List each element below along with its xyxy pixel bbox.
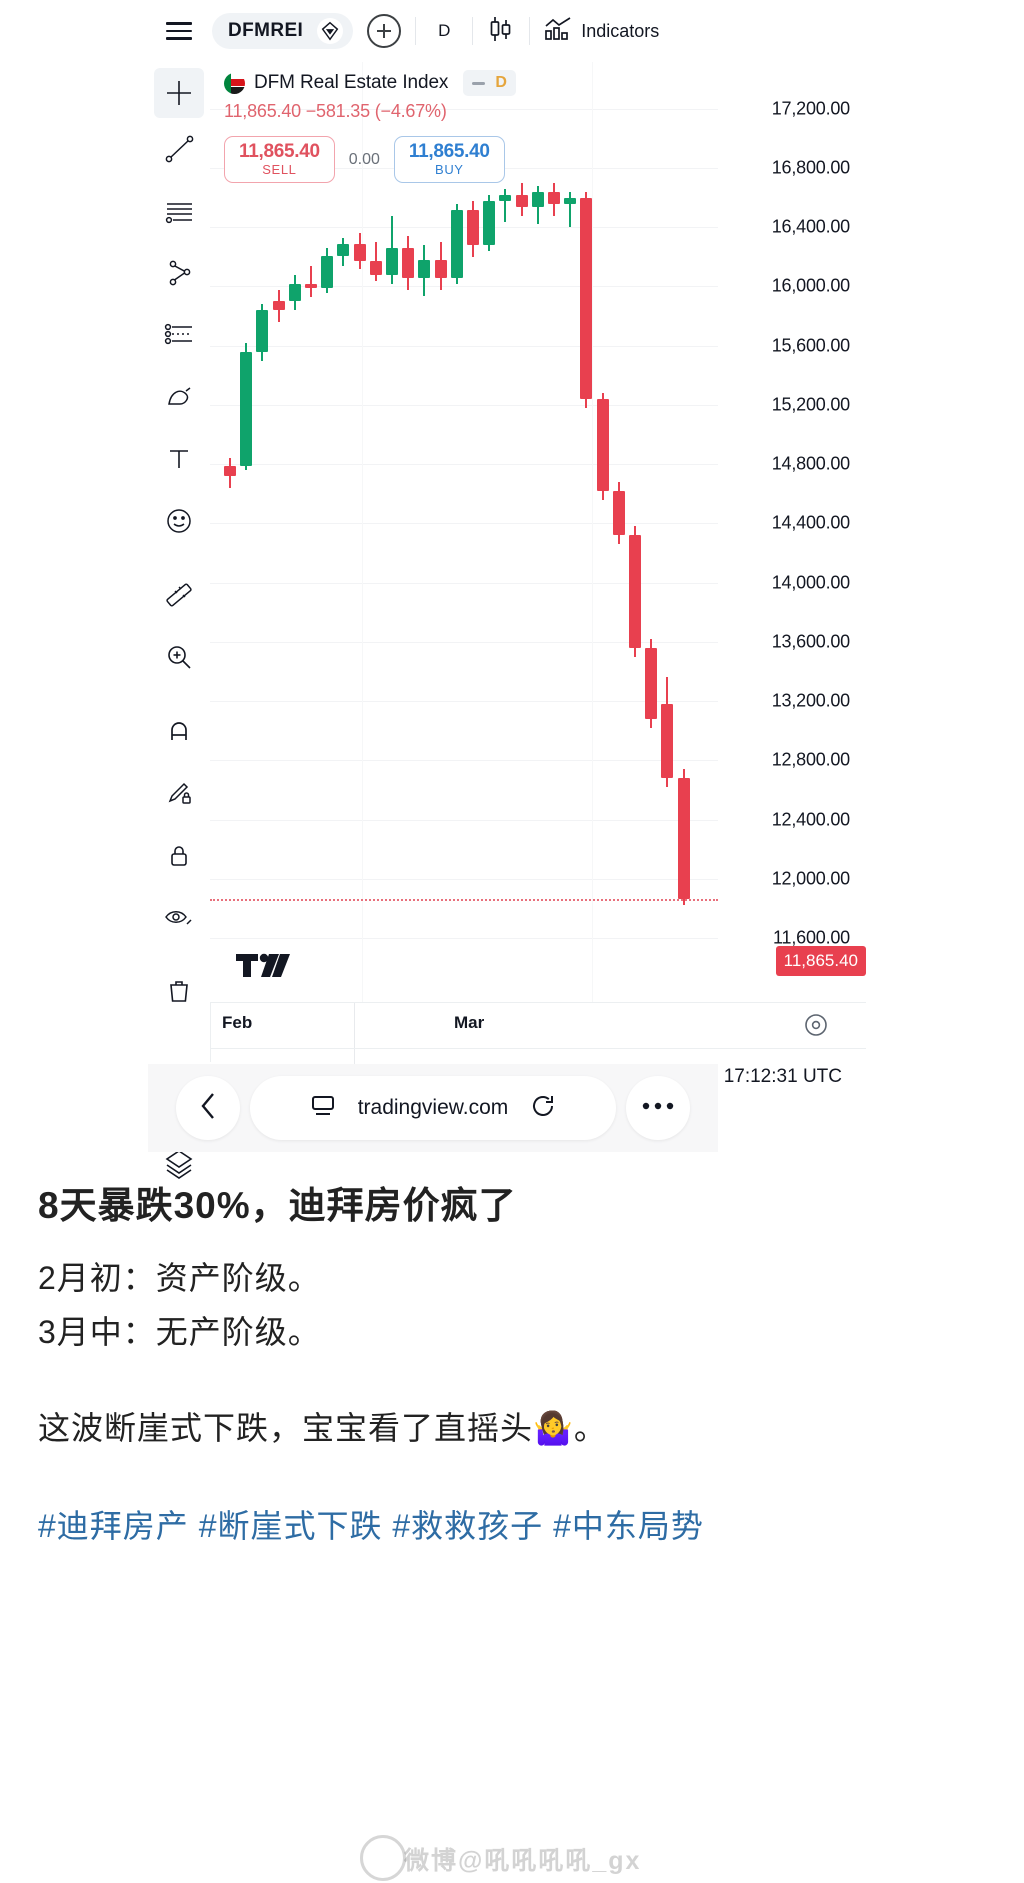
sell-button[interactable]: 11,865.40 SELL [224, 136, 335, 183]
last-price-line [210, 898, 718, 901]
caption-title: 8天暴跌30%，迪拜房价疯了 [38, 1185, 517, 1226]
toolbar-divider-3 [529, 17, 531, 45]
chart-type-button[interactable] [473, 0, 529, 62]
spread-value: 0.00 [348, 150, 380, 168]
hide-drawings-tool[interactable] [148, 886, 210, 948]
diamond-icon[interactable] [317, 18, 344, 44]
caption-line-2: 3月中：无产阶级。 [38, 1314, 321, 1350]
caption-line-3: 这波断崖式下跌，宝宝看了直摇头🤷‍♀️。 [38, 1410, 607, 1446]
lock-drawings-tool[interactable] [148, 824, 210, 886]
price-tick: 14,000.00 [771, 572, 850, 593]
tradingview-logo-icon [236, 950, 290, 984]
gear-circle-icon[interactable] [802, 1011, 830, 1039]
caption-spacer [38, 1361, 986, 1395]
zoom-in-tool[interactable] [148, 626, 210, 688]
timeframe-label: D [438, 21, 451, 40]
legend-values: 11,865.40 −581.35 (−4.67%) [224, 101, 447, 121]
sell-label: SELL [262, 162, 297, 177]
browser-bottom-bar: tradingview.com [148, 1064, 718, 1152]
text-tool[interactable] [148, 428, 210, 490]
fib-retracement-tool[interactable] [148, 304, 210, 366]
time-tick-mar: Mar [454, 1013, 485, 1032]
price-tick: 13,600.00 [771, 631, 850, 652]
hamburger-menu-icon[interactable] [156, 11, 202, 51]
price-tick: 16,400.00 [771, 216, 850, 237]
caption-spacer-2 [38, 1457, 986, 1491]
price-tick: 15,600.00 [771, 335, 850, 356]
watermark-text: 微博@吼吼吼吼_gx [404, 1847, 642, 1875]
indicators-label: Indicators [581, 20, 660, 41]
pitchfork-tool[interactable] [148, 242, 210, 304]
indicators-icon [544, 16, 572, 47]
minimize-icon [472, 81, 486, 85]
url-bar[interactable]: tradingview.com [250, 1076, 616, 1140]
reader-view-icon[interactable] [310, 1093, 336, 1124]
deal-buttons: 11,865.40 SELL 0.00 11,865.40 BUY [224, 136, 505, 183]
chevron-left-icon [198, 1091, 218, 1126]
more-button[interactable] [626, 1076, 690, 1140]
phone-screenshot: DFMREI D [148, 0, 866, 1179]
more-dots-icon [641, 1099, 675, 1117]
add-symbol-button[interactable] [367, 14, 402, 48]
crosshair-tool[interactable] [154, 68, 204, 118]
sell-price: 11,865.40 [239, 141, 320, 162]
weibo-watermark-logo-icon [360, 1835, 406, 1881]
symbol-search-button[interactable]: DFMREI [212, 13, 354, 49]
price-tick: 13,200.00 [771, 690, 850, 711]
toolbar-divider-2 [472, 17, 474, 45]
time-tick-feb: Feb [222, 1013, 253, 1032]
price-tick: 14,400.00 [771, 512, 850, 533]
clock-label[interactable]: 17:12:31 UTC [723, 1065, 842, 1087]
chart-legend: DFM Real Estate Index D 11,865.40 −581.3… [224, 70, 516, 122]
candlestick-icon [488, 14, 514, 49]
price-tick: 12,800.00 [771, 749, 850, 770]
object-tree-tool[interactable] [148, 1132, 210, 1194]
caption-line-1: 2月初：资产阶级。 [38, 1260, 321, 1296]
price-tick: 16,800.00 [771, 157, 850, 178]
price-tick: 12,400.00 [771, 809, 850, 830]
toolbar-divider-1 [415, 17, 417, 45]
post-caption: 8天暴跌30%，迪拜房价疯了 2月初：资产阶级。 3月中：无产阶级。 这波断崖式… [0, 1155, 1024, 1881]
emoji-tool[interactable] [148, 490, 210, 552]
symbol-label: DFMREI [228, 20, 304, 41]
price-tick: 15,200.00 [771, 394, 850, 415]
buy-button[interactable]: 11,865.40 BUY [393, 136, 505, 183]
back-button[interactable] [176, 1076, 240, 1140]
last-price-badge: 11,865.40 [775, 945, 866, 976]
price-tick: 14,800.00 [771, 453, 850, 474]
buy-price: 11,865.40 [408, 141, 490, 162]
url-text: tradingview.com [357, 1096, 509, 1119]
measure-tool[interactable] [148, 564, 210, 626]
drawing-mode-tool[interactable] [148, 762, 210, 824]
magnet-tool[interactable] [148, 700, 210, 762]
buy-label: BUY [435, 162, 464, 177]
chart-top-toolbar: DFMREI D [148, 0, 718, 63]
horizontal-lines-tool[interactable] [148, 180, 210, 242]
time-axis[interactable]: Feb Mar [210, 1002, 866, 1049]
instrument-name: DFM Real Estate Index [254, 72, 449, 93]
indicators-button[interactable]: Indicators [530, 0, 671, 62]
price-tick: 16,000.00 [771, 275, 850, 296]
brush-tool[interactable] [148, 366, 210, 428]
drawing-toolbar [148, 62, 211, 1179]
uae-flag-icon [224, 72, 245, 94]
reload-icon[interactable] [530, 1093, 556, 1124]
trend-line-tool[interactable] [148, 118, 210, 180]
timeframe-button[interactable]: D [416, 0, 472, 62]
interval-label: D [495, 74, 507, 91]
remove-drawings-tool[interactable] [148, 960, 210, 1022]
price-chart[interactable]: DFM Real Estate Index D 11,865.40 −581.3… [210, 62, 718, 1002]
price-tick: 12,000.00 [771, 868, 850, 889]
caption-hashtags[interactable]: #迪拜房产 #断崖式下跌 #救救孩子 #中东局势 [38, 1508, 704, 1544]
price-axis[interactable]: 17,200.00 16,800.00 16,400.00 16,000.00 … [718, 62, 866, 1002]
price-tick: 17,200.00 [771, 98, 850, 119]
interval-badge[interactable]: D [463, 70, 516, 96]
price-tick: 11,600.00 [773, 927, 850, 948]
